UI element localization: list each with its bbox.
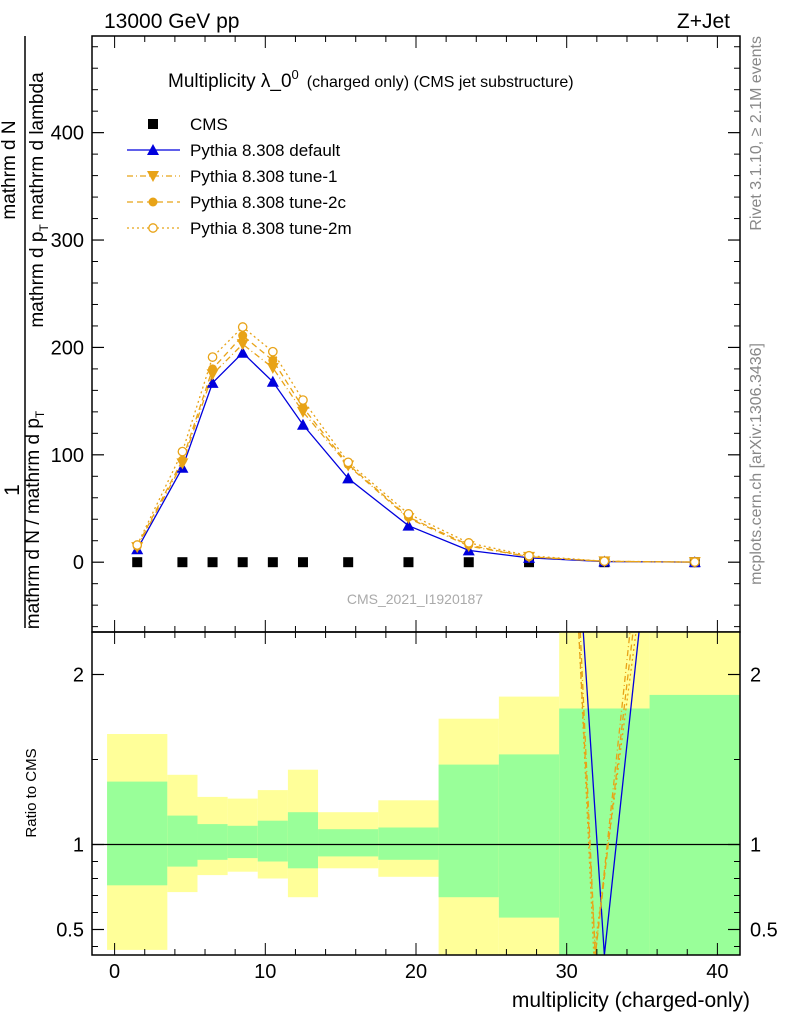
ratio-band-inner: [167, 815, 198, 867]
series-3-point: [298, 403, 308, 413]
series-0-point: [237, 557, 248, 568]
main-ytick-label: 0: [73, 552, 84, 574]
series-4-point: [463, 538, 474, 548]
series-4-point: [298, 395, 308, 405]
main-title-sup: 0: [292, 67, 299, 82]
ratio-series-1-line: [579, 631, 631, 956]
legend-label: Pythia 8.308 tune-2m: [190, 219, 352, 238]
series-1-point: [342, 472, 355, 484]
legend-label: Pythia 8.308 tune-1: [190, 167, 337, 186]
watermark: CMS_2021_I1920187: [347, 591, 483, 607]
legend-label: Pythia 8.308 tune-2c: [190, 193, 346, 212]
series-0-point: [177, 557, 188, 568]
legend-marker: [148, 197, 158, 207]
series-1-point: [266, 375, 279, 387]
series-4-point: [207, 352, 218, 362]
ratio-bands-layer: [107, 632, 740, 955]
main-ytick-label: 400: [51, 123, 84, 145]
x-axis-label: multiplicity (charged-only): [512, 989, 750, 1012]
ylabel-denominator-inner: mathrm d pTmathrm d lambda: [27, 72, 51, 328]
rivet-version-label: Rivet 3.1.10, ≥ 2.1M events: [748, 36, 765, 231]
series-0-point: [132, 557, 143, 568]
ratio-series-3-line: [578, 631, 637, 956]
series-3-point: [208, 364, 218, 374]
ratio-band-inner: [287, 812, 319, 869]
x-tick-label: 30: [556, 961, 578, 983]
series-4-point: [177, 446, 188, 457]
x-tick-label: 20: [405, 961, 427, 983]
ratio-ytick-label-right: 1: [750, 835, 761, 857]
ratio-band-inner: [197, 824, 228, 860]
ratio-plot: 0.5 0.51 12 20 10 20 30 40 Ratio to CMS multipl…: [23, 631, 778, 1012]
mcplots-label: mcplots.cern.ch [arXiv:1306.3436]: [748, 343, 765, 585]
ratio-ytick-label-right: 0.5: [750, 920, 778, 942]
series-0-point: [267, 557, 278, 568]
ylabel-one: 1: [1, 484, 24, 496]
series-0-point: [207, 557, 218, 568]
ylabel-numerator: mathrm d N: [0, 120, 20, 219]
x-tick-label: 10: [254, 961, 276, 983]
series-3-point: [268, 355, 278, 365]
legend-label: CMS: [190, 115, 228, 134]
ratio-axes: 0.5 0.51 12 20 10 20 30 40: [56, 632, 778, 983]
series-4-point: [689, 557, 700, 567]
legend-marker: [147, 144, 159, 155]
main-axes: 0 100 200 300 400: [51, 36, 740, 632]
series-2-point: [236, 339, 249, 351]
ratio-band-inner: [257, 820, 288, 862]
series-4-point: [237, 322, 248, 332]
series-0-point: [343, 557, 354, 568]
series-1-line: [136, 351, 695, 563]
series-0-point: [463, 557, 474, 568]
main-ytick-label: 200: [51, 337, 84, 359]
series-3-point: [238, 331, 248, 341]
ratio-band-inner: [378, 827, 439, 860]
ratio-band-inner: [318, 829, 379, 857]
main-ylabel: 1 mathrm d N / mathrm d pT mathrm d N ma…: [0, 36, 51, 629]
ratio-band-inner: [649, 694, 740, 955]
series-0-point: [403, 557, 414, 568]
series-2-line: [136, 343, 695, 563]
ratio-band-inner: [107, 781, 168, 886]
main-ytick-label: 100: [51, 445, 84, 467]
series-4-point: [524, 550, 534, 561]
main-title-small: (charged only) (CMS jet substructure): [307, 74, 574, 91]
ratio-band-inner: [498, 754, 560, 918]
x-tick-label: 0: [109, 961, 120, 983]
ratio-ytick-label-right: 2: [750, 665, 761, 687]
series-4-line: [136, 326, 695, 563]
ratio-ytick-label: 2: [73, 665, 84, 687]
main-series-layer: [131, 322, 701, 569]
series-1-point: [296, 418, 309, 430]
legend-marker: [148, 223, 158, 233]
energy-label: 13000 GeV pp: [104, 10, 239, 33]
legend-marker: [148, 119, 158, 129]
series-0-point: [297, 557, 308, 568]
main-title-main: Multiplicity λ_0: [168, 71, 292, 92]
main-plot: 0 100 200 300 400 CMS_2021_I1920187 Multipli…: [0, 35, 741, 633]
x-tick-label: 40: [706, 961, 728, 983]
series-1-point: [402, 519, 415, 531]
legend: CMS Pythia 8.308 default Pythia 8.308 tune…: [127, 115, 352, 238]
ratio-ytick-label: 1: [73, 835, 84, 857]
main-title: Multiplicity λ_00 (charged only) (CMS jet…: [168, 67, 574, 92]
legend-marker: [147, 171, 159, 182]
process-label: Z+Jet: [677, 10, 730, 33]
legend-label: Pythia 8.308 default: [190, 141, 341, 160]
main-ytick-label: 300: [51, 230, 84, 252]
series-3-point: [177, 455, 187, 465]
series-4-point: [403, 509, 414, 519]
ratio-ylabel: Ratio to CMS: [23, 748, 40, 837]
ratio-band-inner: [438, 764, 499, 898]
series-1-point: [236, 346, 249, 358]
ratio-ytick-label: 0.5: [56, 920, 84, 942]
ratio-band-inner: [227, 825, 258, 859]
ratio-band-inner: [559, 708, 650, 955]
series-4-point: [343, 457, 354, 468]
ylabel-denominator-outer: mathrm d N / mathrm d pT: [23, 410, 47, 629]
series-4-point: [599, 556, 610, 567]
series-4-point: [132, 540, 143, 550]
series-4-point: [267, 346, 278, 357]
